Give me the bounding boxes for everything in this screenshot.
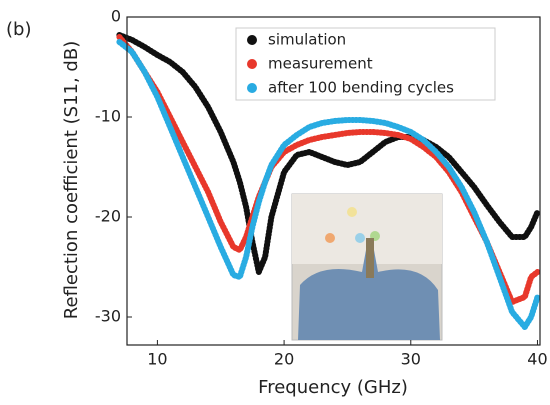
legend-marker bbox=[247, 59, 257, 69]
y-tick-label: 0 bbox=[111, 7, 121, 26]
y-axis-label: Reflection coefficient (S11, dB) bbox=[61, 41, 82, 319]
y-tick-label: -10 bbox=[95, 107, 121, 126]
series-line-core bbox=[118, 33, 540, 274]
plot-area bbox=[116, 32, 541, 330]
legend-label: measurement bbox=[268, 55, 373, 73]
legend-label: after 100 bending cycles bbox=[268, 79, 454, 97]
x-tick-label: 30 bbox=[401, 350, 421, 369]
x-tick-label: 10 bbox=[147, 350, 167, 369]
panel-label: (b) bbox=[6, 19, 31, 40]
y-tick-label: -20 bbox=[95, 207, 121, 226]
plot-frame bbox=[126, 16, 541, 346]
x-axis-label: Frequency (GHz) bbox=[258, 377, 408, 398]
series-line-core bbox=[118, 40, 540, 329]
legend-label: simulation bbox=[268, 31, 346, 49]
legend-marker bbox=[247, 83, 257, 93]
inset-photo bbox=[291, 193, 443, 341]
legend bbox=[235, 27, 496, 101]
y-tick-label: -30 bbox=[95, 307, 121, 326]
x-tick-label: 20 bbox=[274, 350, 294, 369]
x-tick-label: 40 bbox=[527, 350, 547, 369]
legend-marker bbox=[247, 35, 257, 45]
